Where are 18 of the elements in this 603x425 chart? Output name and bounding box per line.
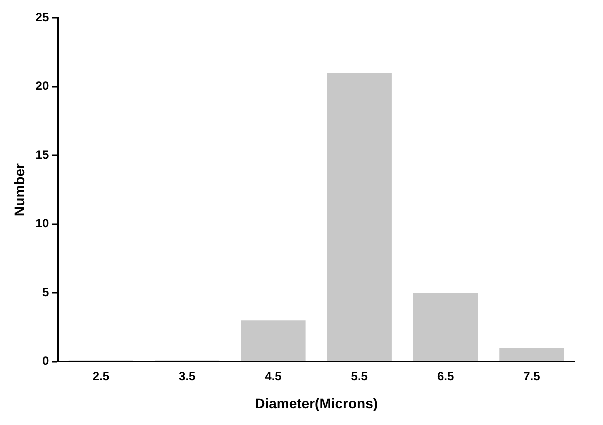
x-tick-label: 2.5 [92,369,110,384]
y-tick-label: 5 [42,285,50,300]
y-tick-label: 25 [36,10,50,25]
x-tick-label: 6.5 [437,369,454,384]
x-tick-label: 7.5 [524,369,541,384]
bar [413,293,478,362]
x-tick-label: 4.5 [265,369,282,384]
y-tick-label: 20 [36,79,50,94]
y-tick-label: 0 [42,354,50,368]
x-axis-title: Diameter(Microns) [255,395,378,412]
x-tick-label: 5.5 [351,369,368,384]
y-tick-label: 10 [36,216,50,231]
x-tick-label: 3.5 [179,369,196,384]
bar [241,320,306,362]
y-tick-label: 15 [36,148,50,162]
y-axis-title: Number [11,163,28,216]
bar [327,73,392,362]
bar [500,348,564,362]
